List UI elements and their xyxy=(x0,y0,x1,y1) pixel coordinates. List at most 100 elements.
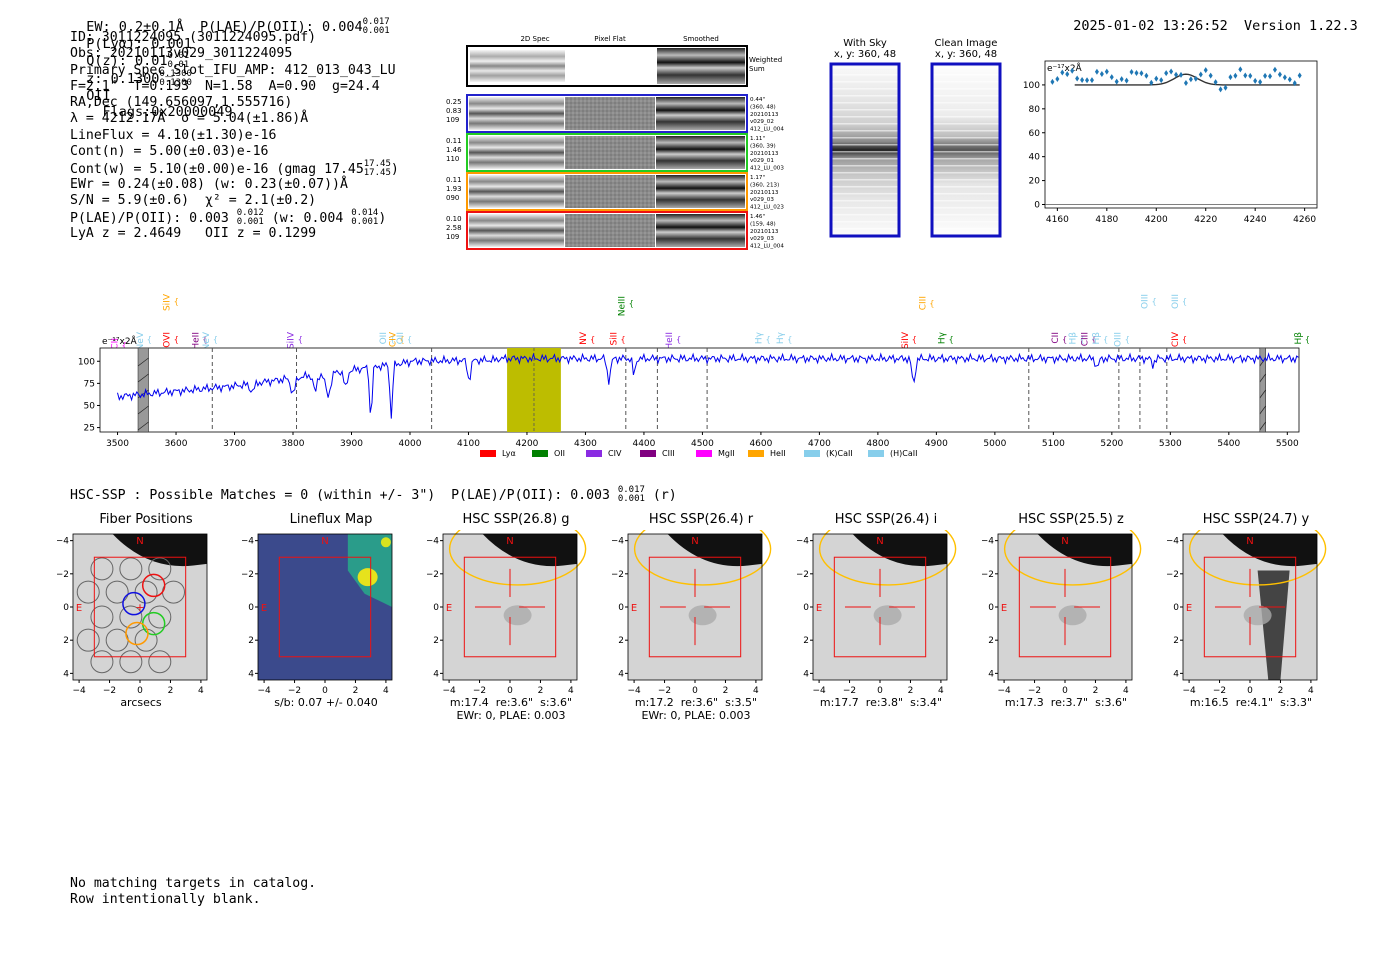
panel-xtick: 0 xyxy=(1062,686,1068,696)
panel-xtick: 2 xyxy=(1278,686,1284,696)
bright-source xyxy=(482,534,577,567)
panel-title: Fiber Positions xyxy=(99,512,193,527)
search-box xyxy=(463,556,557,658)
panel-ytick: −2 xyxy=(612,570,624,580)
spec-row-meta: 0.44" xyxy=(750,97,765,103)
panel-ytick: 2 xyxy=(803,636,809,646)
spec-row-pixelflat xyxy=(565,214,655,247)
panel-xtick: 4 xyxy=(753,686,759,696)
full-xtick: 5400 xyxy=(1217,439,1240,449)
spec2d-header-smoothed: Smoothed xyxy=(683,35,719,43)
spec-row-stat: 0.11 xyxy=(446,137,462,145)
line-label-bracket: { xyxy=(787,335,792,344)
line-label-bracket: { xyxy=(1305,335,1310,344)
fiber-circle xyxy=(119,650,143,674)
zoom-point xyxy=(1218,86,1223,93)
zoom-point xyxy=(1055,75,1060,82)
panel-xtick: 0 xyxy=(1247,686,1253,696)
zoom-point xyxy=(1075,75,1080,82)
panel-xtick: −2 xyxy=(1028,686,1041,696)
spec2d-cutouts: 2D Spec Pixel Flat Smoothed Weighted Sum… xyxy=(446,35,784,250)
spec2d-header-2dspec: 2D Spec xyxy=(520,35,549,43)
bright-source xyxy=(1222,534,1317,567)
footer-line2: Row intentionally blank. xyxy=(70,892,261,907)
zoom-point xyxy=(1080,77,1085,84)
full-ytick: 50 xyxy=(84,401,96,411)
zoom-point xyxy=(1099,71,1104,78)
with-sky-title: With Sky x, y: 360, 48 xyxy=(833,38,897,60)
line-label: SiII xyxy=(610,332,620,346)
north-label: N xyxy=(136,536,143,547)
north-label: N xyxy=(506,536,513,547)
full-xtick: 3900 xyxy=(340,439,363,449)
line-label-bracket: { xyxy=(1080,335,1085,344)
panel-caption: arcsecs xyxy=(120,696,162,709)
zoom-xtick: 4240 xyxy=(1244,215,1267,225)
info-lineflux: LineFlux = 4.10(±1.30)e-16 xyxy=(70,127,277,143)
line-label: NeIII xyxy=(618,296,628,316)
zoom-point xyxy=(1179,71,1183,78)
zoom-point xyxy=(1089,77,1094,84)
zoom-point xyxy=(1228,74,1233,81)
lineflux-peak xyxy=(357,568,378,587)
spec-row-stat: 0.11 xyxy=(446,176,462,184)
panel-ytick: 4 xyxy=(988,669,994,679)
line-label: Hβ xyxy=(1092,332,1102,345)
info-primary: Primary Spec_Slot_IFU_AMP: 412_013_043_L… xyxy=(70,62,396,78)
legend-label: MgII xyxy=(718,449,735,458)
spec-row-meta: v029_02 xyxy=(750,119,774,125)
panel-xtick: 4 xyxy=(1123,686,1129,696)
full-xtick: 3700 xyxy=(223,439,246,449)
catalog-footer: No matching targets in catalog. Row inte… xyxy=(70,876,316,908)
panel-title: HSC SSP(25.5) z xyxy=(1018,512,1124,527)
zoom-xtick: 4160 xyxy=(1046,215,1069,225)
panel-ytick: −4 xyxy=(242,537,254,547)
line-label-bracket: { xyxy=(213,335,218,344)
spec-row-stat: 0.25 xyxy=(446,98,462,106)
legend-swatch xyxy=(804,450,820,457)
zoom-unit-label: e⁻¹⁷x2Å xyxy=(1047,62,1083,74)
panel-ytick: 4 xyxy=(1173,669,1179,679)
full-xtick: 3600 xyxy=(165,439,188,449)
full-xtick: 5300 xyxy=(1159,439,1182,449)
panel-ytick: 2 xyxy=(988,636,994,646)
panel-ytick: −4 xyxy=(797,537,809,547)
imaging-panels: Fiber Positions + N E −4 4 −2 2 0 0 2 −2 4 −4 arcsecs L… xyxy=(0,512,1400,727)
fiber-circle xyxy=(148,557,172,581)
zoom-point xyxy=(1094,68,1099,75)
line-label-bracket: { xyxy=(929,299,934,308)
line-label-bracket: { xyxy=(590,335,595,344)
full-ytick: 25 xyxy=(84,424,95,434)
line-label: NeV xyxy=(202,331,212,350)
north-label: N xyxy=(1061,536,1068,547)
line-label: CIII xyxy=(1080,332,1090,346)
zoom-ytick: 40 xyxy=(1029,153,1041,163)
zoom-point xyxy=(1124,77,1129,84)
info-ewr: EWr = 0.24(±0.08) (w: 0.23(±0.07))Å xyxy=(70,176,348,192)
full-xtick: 3800 xyxy=(282,439,305,449)
full-xtick: 4200 xyxy=(516,439,539,449)
line-label-bracket: { xyxy=(122,341,127,350)
legend-swatch xyxy=(480,450,496,457)
zoom-spectrum-plot: e⁻¹⁷x2Å 0 20 40 60 80 100 4160 4180 4200 4220 4240… xyxy=(1023,60,1318,225)
full-unit-label: e⁻¹⁷x2Å xyxy=(102,335,138,347)
zoom-point xyxy=(1144,72,1149,79)
legend-label: (H)CaII xyxy=(890,449,917,458)
full-xtick: 5500 xyxy=(1276,439,1299,449)
full-ytick: 75 xyxy=(84,379,95,389)
panel-ytick: −2 xyxy=(57,570,69,580)
zoom-point xyxy=(1263,72,1268,79)
north-label: N xyxy=(1246,536,1253,547)
fiber-circle xyxy=(148,605,172,629)
info-cont-w: Cont(w) = 5.10(±0.00)e-16 (gmag 17.45 17.… xyxy=(70,159,399,179)
aperture-ellipse xyxy=(1188,530,1327,586)
panel-xtick: −4 xyxy=(812,686,826,696)
zoom-point xyxy=(1268,73,1273,80)
zoom-point xyxy=(1149,79,1154,86)
panel-caption: s/b: 0.07 +/- 0.040 xyxy=(274,696,378,709)
full-xtick: 5200 xyxy=(1100,439,1123,449)
line-label-bracket: { xyxy=(1182,297,1187,306)
full-xtick: 4500 xyxy=(691,439,714,449)
footer-line1: No matching targets in catalog. xyxy=(70,876,317,891)
zoom-xtick: 4220 xyxy=(1194,215,1217,225)
